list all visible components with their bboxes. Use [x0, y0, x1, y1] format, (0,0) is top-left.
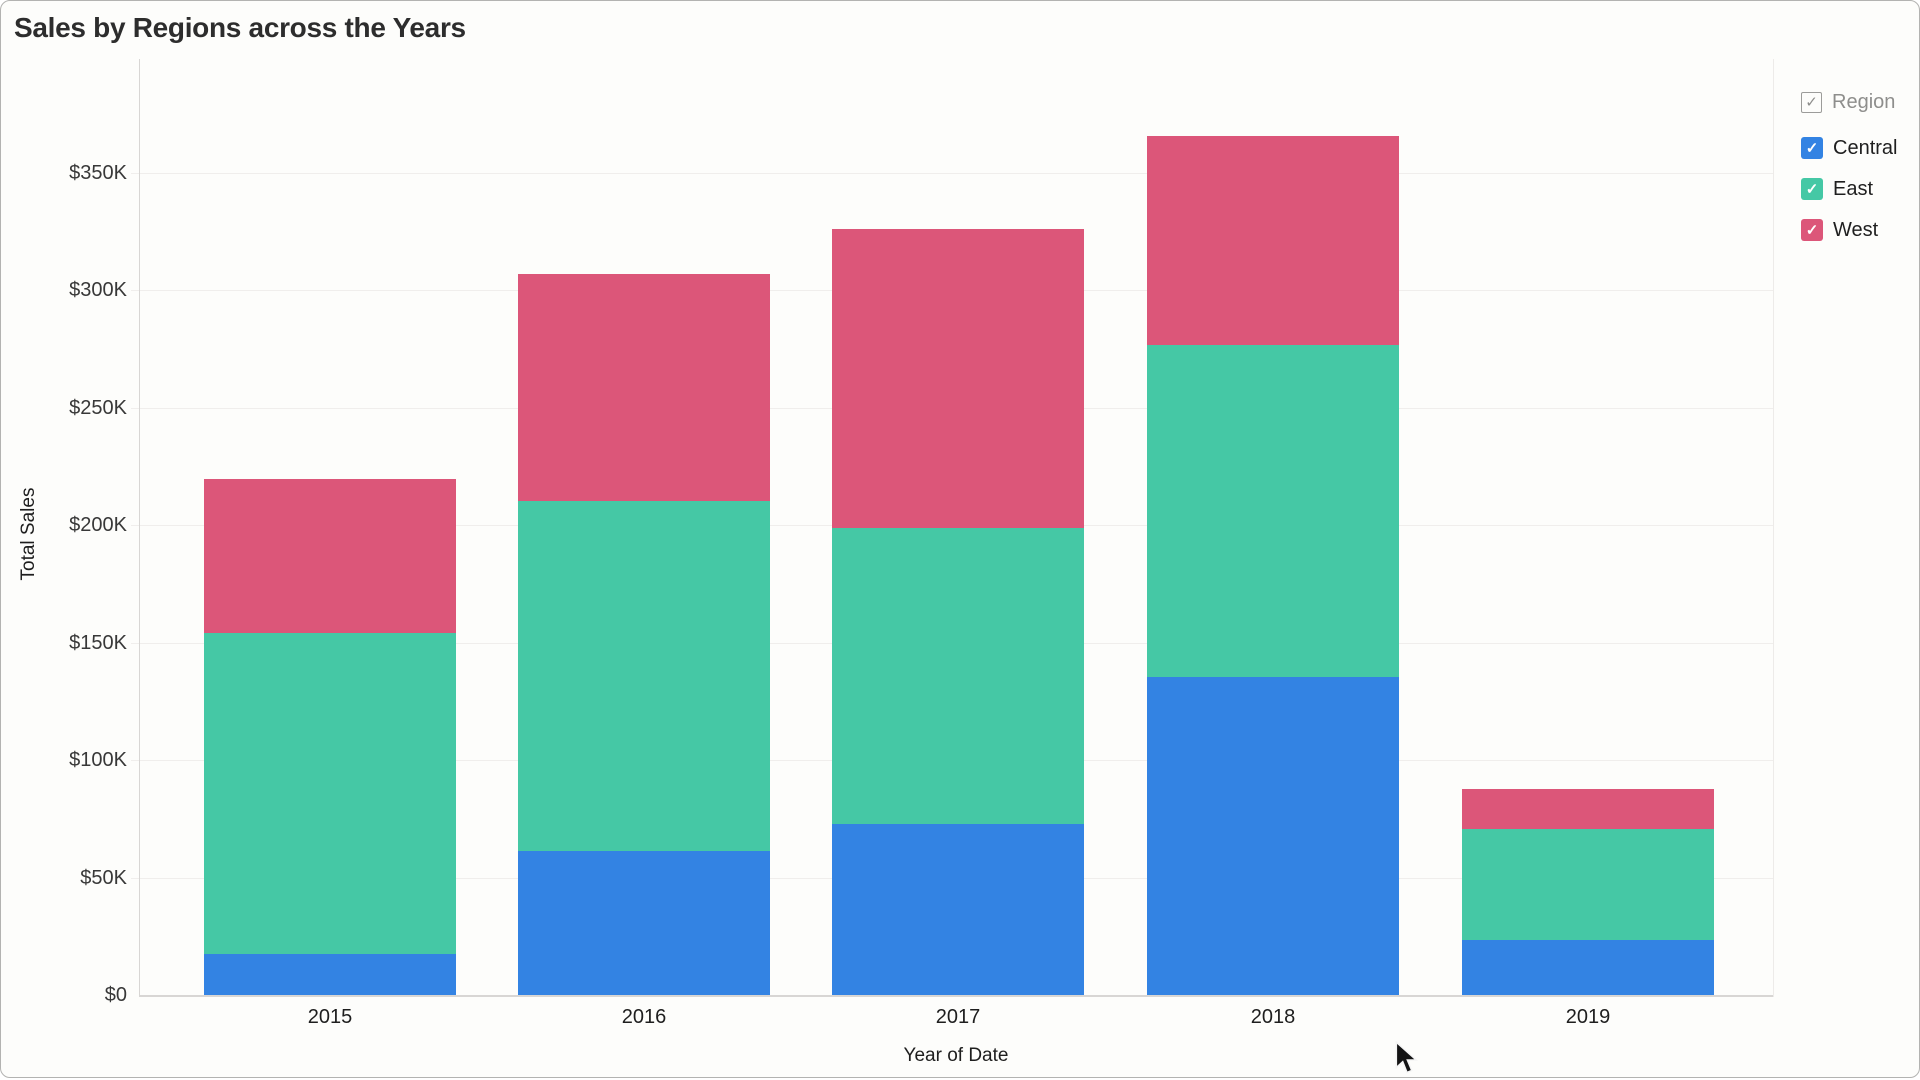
y-tick-label: $200K [69, 514, 127, 536]
bar-segment-2017-central[interactable] [832, 823, 1084, 995]
bar-segment-2015-east[interactable] [204, 633, 456, 955]
bar-segment-2018-west[interactable] [1147, 136, 1399, 345]
legend-label-region: Region [1832, 90, 1896, 113]
bar-segment-2017-east[interactable] [832, 528, 1084, 824]
legend-item-west[interactable]: ✓ West [1801, 217, 1878, 243]
legend-checkbox-west[interactable]: ✓ [1801, 219, 1823, 241]
y-tick-label: $150K [69, 631, 127, 654]
legend-checkbox-central[interactable]: ✓ [1801, 137, 1823, 159]
legend-label-central: Central [1833, 136, 1898, 159]
legend-checkbox-region[interactable]: ✓ [1801, 91, 1822, 113]
bar-segment-2015-west[interactable] [204, 478, 456, 634]
plot-right-border [1773, 59, 1774, 997]
legend-checkbox-east[interactable]: ✓ [1801, 178, 1823, 200]
x-tick-label-2019: 2019 [1565, 1006, 1611, 1028]
bar-segment-2016-west[interactable] [518, 274, 770, 502]
x-axis-line [139, 995, 1773, 997]
legend-label-west: West [1833, 218, 1879, 241]
y-tick-label: $350K [69, 161, 127, 184]
y-axis-line [139, 59, 140, 997]
x-tick-label-2015: 2015 [307, 1006, 353, 1028]
mouse-cursor [1395, 1041, 1419, 1074]
y-tick-label: $50K [80, 866, 127, 889]
y-tick-label: $250K [69, 396, 127, 419]
x-axis-title: Year of Date [903, 1045, 1009, 1066]
bar-segment-2015-central[interactable] [204, 954, 456, 995]
y-tick-label: $300K [69, 279, 127, 301]
bar-segment-2017-west[interactable] [832, 228, 1084, 529]
legend-item-east[interactable]: ✓ East [1801, 176, 1873, 202]
gridline-$350K [131, 172, 1773, 174]
y-tick-label: $0 [104, 984, 127, 1006]
legend-item-central[interactable]: ✓ Central [1801, 135, 1897, 161]
bar-segment-2016-east[interactable] [518, 501, 770, 851]
x-tick-label-2018: 2018 [1250, 1006, 1296, 1028]
bar-segment-2019-west[interactable] [1462, 789, 1714, 830]
chart-title: Sales by Regions across the Years [14, 12, 466, 43]
y-tick-label: $100K [69, 749, 127, 771]
bar-segment-2018-central[interactable] [1147, 677, 1399, 995]
legend-label-east: East [1833, 177, 1874, 200]
bar-segment-2019-east[interactable] [1462, 829, 1714, 940]
x-tick-label-2017: 2017 [935, 1006, 981, 1028]
bar-segment-2016-central[interactable] [518, 850, 770, 995]
legend-item-region[interactable]: ✓ Region [1801, 89, 1895, 115]
x-tick-label-2016: 2016 [621, 1006, 667, 1028]
bar-segment-2018-east[interactable] [1147, 344, 1399, 678]
bar-segment-2019-central[interactable] [1462, 940, 1714, 995]
